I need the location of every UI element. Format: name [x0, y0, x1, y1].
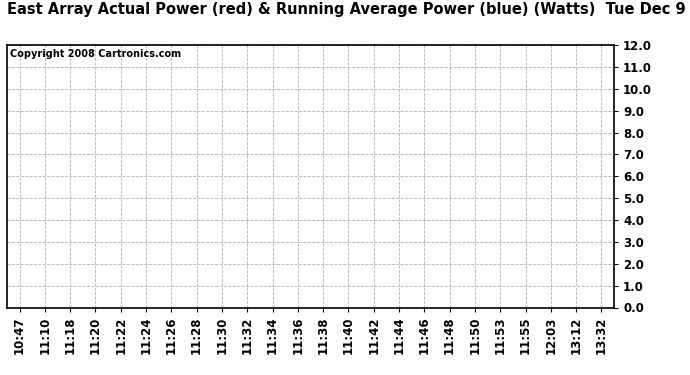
Text: Copyright 2008 Cartronics.com: Copyright 2008 Cartronics.com	[10, 49, 181, 59]
Text: East Array Actual Power (red) & Running Average Power (blue) (Watts)  Tue Dec 9 : East Array Actual Power (red) & Running …	[7, 2, 690, 17]
